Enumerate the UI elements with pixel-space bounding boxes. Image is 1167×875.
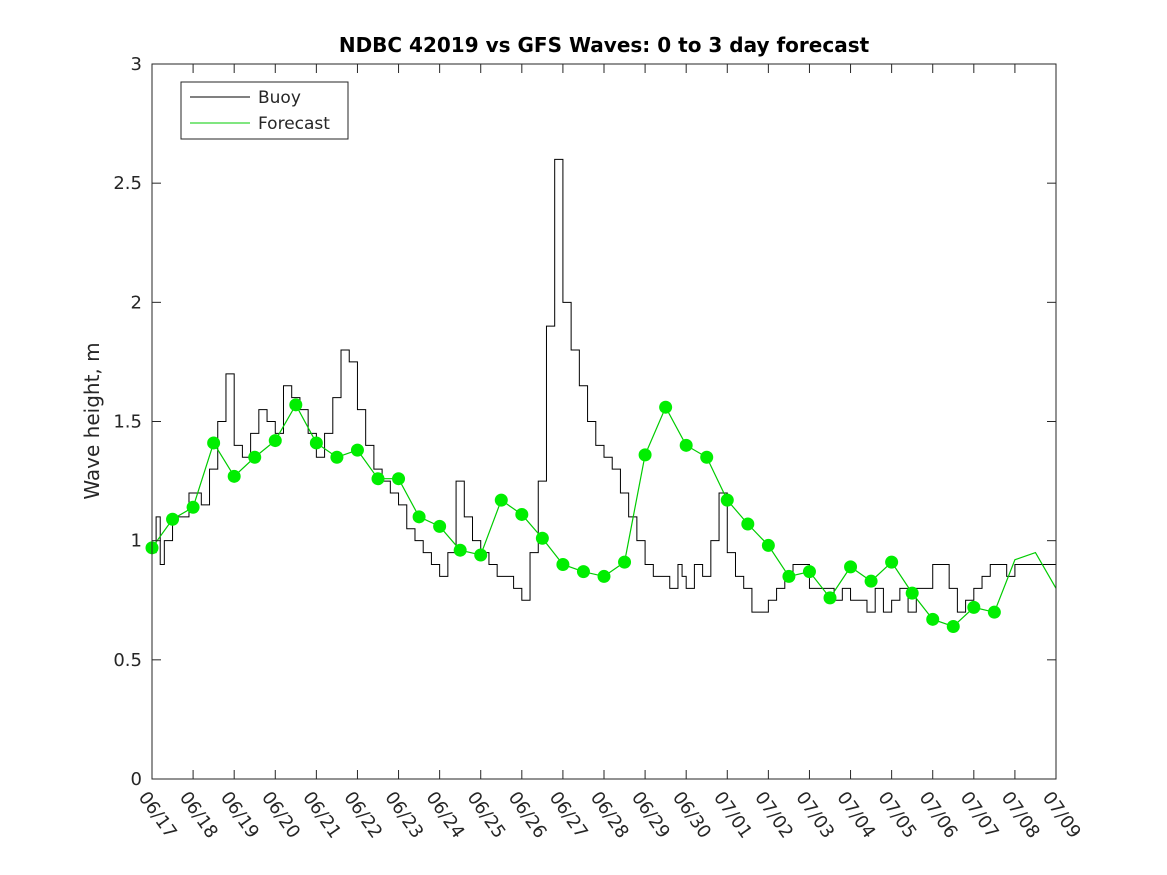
forecast-marker — [330, 450, 344, 464]
x-tick-label: 07/07 — [956, 788, 1003, 843]
forecast-marker — [946, 619, 960, 633]
forecast-marker — [350, 443, 364, 457]
x-tick-label: 07/01 — [709, 788, 756, 843]
x-tick-label: 07/09 — [1038, 788, 1085, 843]
y-tick-label: 2.5 — [113, 173, 142, 194]
forecast-marker — [576, 565, 590, 579]
x-tick-label: 07/04 — [832, 788, 879, 843]
y-tick-label: 2 — [131, 292, 142, 313]
buoy-series-line — [152, 158, 1056, 613]
forecast-marker — [412, 510, 426, 524]
y-tick-label: 1.5 — [113, 412, 142, 433]
forecast-marker — [905, 586, 919, 600]
x-tick-label: 06/21 — [298, 788, 345, 843]
forecast-marker — [166, 512, 180, 526]
forecast-marker — [802, 565, 816, 579]
x-tick-label: 07/08 — [997, 788, 1044, 843]
legend-label-forecast: Forecast — [258, 114, 330, 134]
forecast-marker — [885, 555, 899, 569]
y-axis-label: Wave height, m — [80, 342, 104, 499]
x-tick-label: 07/06 — [915, 788, 962, 843]
forecast-marker — [494, 493, 508, 507]
forecast-marker — [227, 469, 241, 483]
forecast-marker — [926, 612, 940, 626]
forecast-marker — [618, 555, 632, 569]
forecast-marker — [474, 548, 488, 562]
x-tick-label: 06/23 — [380, 788, 427, 843]
x-tick-label: 06/18 — [175, 788, 222, 843]
forecast-marker — [659, 400, 673, 414]
forecast-marker — [453, 543, 467, 557]
chart-title: NDBC 42019 vs GFS Waves: 0 to 3 day fore… — [339, 33, 870, 57]
x-tick-label: 06/29 — [627, 788, 674, 843]
y-tick-label: 0.5 — [113, 650, 142, 671]
forecast-marker — [597, 569, 611, 583]
x-tick-label: 06/30 — [668, 788, 715, 843]
x-tick-label: 06/28 — [586, 788, 633, 843]
x-tick-label: 06/17 — [134, 788, 181, 843]
legend-box — [180, 81, 349, 140]
forecast-marker — [309, 436, 323, 450]
forecast-marker — [207, 436, 221, 450]
x-tick-label: 07/03 — [791, 788, 838, 843]
y-tick-label: 1 — [131, 531, 142, 552]
x-tick-label: 07/02 — [750, 788, 797, 843]
x-tick-label: 06/26 — [504, 788, 551, 843]
legend: Buoy Forecast — [180, 81, 349, 140]
forecast-marker — [268, 434, 282, 448]
forecast-marker — [761, 538, 775, 552]
forecast-marker — [720, 493, 734, 507]
forecast-marker — [967, 600, 981, 614]
forecast-marker — [987, 605, 1001, 619]
forecast-marker — [186, 500, 200, 514]
forecast-marker — [679, 438, 693, 452]
plot-background — [152, 64, 1056, 779]
x-tick-label: 06/24 — [422, 788, 469, 843]
forecast-marker — [823, 591, 837, 605]
forecast-marker — [741, 517, 755, 531]
forecast-marker — [289, 398, 303, 412]
forecast-marker — [535, 531, 549, 545]
forecast-marker — [433, 519, 447, 533]
forecast-marker — [392, 472, 406, 486]
x-tick-label: 06/22 — [339, 788, 386, 843]
forecast-marker — [864, 574, 878, 588]
forecast-marker — [844, 560, 858, 574]
forecast-marker — [248, 450, 262, 464]
x-tick-label: 06/19 — [216, 788, 263, 843]
legend-label-buoy: Buoy — [258, 88, 301, 108]
x-tick-label: 06/25 — [463, 788, 510, 843]
forecast-marker — [782, 569, 796, 583]
y-tick-label: 0 — [131, 769, 142, 790]
forecast-marker — [371, 472, 385, 486]
forecast-marker — [556, 558, 570, 571]
x-tick-label: 07/05 — [874, 788, 921, 843]
y-tick-label: 3 — [131, 54, 142, 75]
x-tick-label: 06/20 — [257, 788, 304, 843]
forecast-marker — [638, 448, 652, 462]
forecast-marker — [700, 450, 714, 464]
x-tick-label: 06/27 — [545, 788, 592, 843]
forecast-marker — [515, 507, 529, 521]
